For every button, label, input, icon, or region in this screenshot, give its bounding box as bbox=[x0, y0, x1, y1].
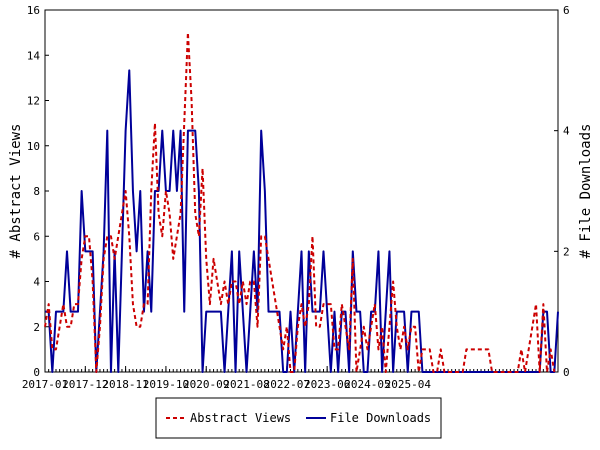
left-y-tick-label: 16 bbox=[27, 4, 40, 17]
x-tick-label: 2023-06 bbox=[304, 378, 350, 391]
legend-label-file-downloads: File Downloads bbox=[330, 411, 431, 425]
series-line-file-downloads bbox=[45, 69, 559, 373]
left-y-tick-label: 8 bbox=[33, 185, 40, 198]
x-tick-label: 2019-10 bbox=[143, 378, 189, 391]
x-tick-label: 2020-09 bbox=[183, 378, 229, 391]
legend: Abstract Views File Downloads bbox=[155, 397, 442, 439]
x-tick-label: 2021-08 bbox=[223, 378, 269, 391]
legend-box bbox=[155, 397, 442, 439]
left-y-tick-label: 0 bbox=[33, 366, 40, 379]
x-tick-label: 2025-04 bbox=[385, 378, 432, 391]
right-y-tick-label: 4 bbox=[563, 125, 570, 138]
left-y-tick-label: 4 bbox=[33, 276, 40, 289]
legend-label-abstract-views: Abstract Views bbox=[190, 411, 291, 425]
x-tick-label: 2024-05 bbox=[344, 378, 390, 391]
series-line-abstract-views bbox=[44, 31, 556, 373]
right-y-tick-label: 0 bbox=[563, 366, 570, 379]
left-y-tick-label: 12 bbox=[27, 95, 40, 108]
x-tick-label: 2018-11 bbox=[102, 378, 148, 391]
series-layer bbox=[44, 31, 559, 373]
right-y-tick-label: 2 bbox=[563, 245, 570, 258]
tick-labels: 024681012141602462017-012017-122018-1120… bbox=[22, 4, 570, 391]
x-tick-label: 2022-07 bbox=[264, 378, 310, 391]
left-y-tick-label: 6 bbox=[33, 230, 40, 243]
left-y-tick-label: 2 bbox=[33, 321, 40, 334]
left-y-tick-label: 10 bbox=[27, 140, 40, 153]
plot-area bbox=[44, 9, 559, 373]
x-tick-label: 2017-01 bbox=[22, 378, 68, 391]
left-y-tick-label: 14 bbox=[27, 49, 41, 62]
right-y-tick-label: 6 bbox=[563, 4, 570, 17]
x-tick-label: 2017-12 bbox=[62, 378, 108, 391]
right-axis-title: # File Downloads bbox=[578, 124, 594, 259]
left-axis-title: # Abstract Views bbox=[8, 124, 24, 259]
